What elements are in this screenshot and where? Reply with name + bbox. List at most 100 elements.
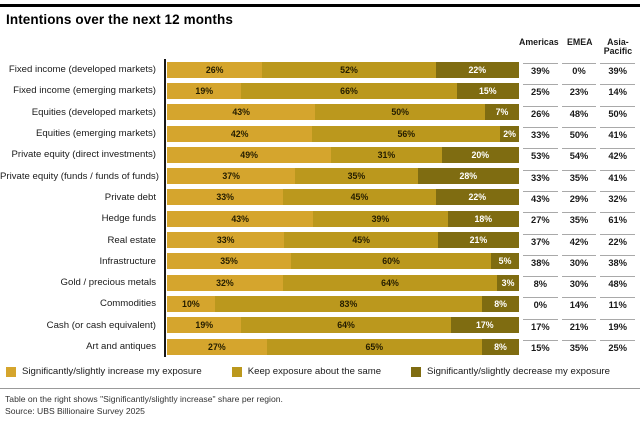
bar-segment: 19% (167, 317, 242, 334)
bar-segment: 42% (167, 125, 313, 142)
region-table-value: 25% (523, 84, 558, 97)
bar-segment: 3% (497, 274, 519, 291)
category-label: Art and antiques (86, 341, 156, 352)
bar-cell: 19% 64% 17% (164, 314, 519, 336)
region-table-row: 17% 21% 19% (519, 318, 636, 332)
chart-row: Infrastructure 35% 60% 5% 38% 30% 38% (0, 250, 640, 272)
stacked-bar: 33% 45% 21% (167, 232, 519, 249)
region-table-value: 35% (561, 340, 597, 353)
region-table-value: 42% (561, 233, 597, 247)
chart-row: Private debt 33% 45% 22% 43% 29% 32% (0, 186, 640, 209)
category-label: Fixed income (emerging markets) (13, 85, 156, 97)
bar-segment: 8% (481, 338, 519, 355)
region-table-value: 21% (561, 318, 597, 332)
region-table-value: 41% (600, 127, 636, 140)
chart-row: Private equity (direct investments) 49% 31… (0, 144, 640, 166)
region-table-row: 0% 14% 11% (519, 297, 636, 310)
chart-legend: Significantly/slightly increase my expos… (6, 366, 640, 377)
region-table-value: 23% (561, 84, 597, 97)
region-table-value: 42% (600, 148, 636, 161)
region-table-value: 33% (523, 169, 558, 183)
bar-segment: 35% (167, 253, 292, 270)
category-label: Private equity (funds / funds of funds) (0, 170, 159, 182)
region-table-value: 19% (600, 318, 636, 332)
stacked-bar: 43% 39% 18% (167, 210, 519, 227)
region-column-headers: Americas EMEA Asia-Pacific (519, 36, 635, 56)
category-label: Hedge funds (101, 213, 156, 225)
region-table-value: 11% (600, 297, 636, 310)
same-swatch-icon (231, 366, 242, 377)
bar-segment: 66% (241, 82, 457, 99)
region-table-row: 15% 35% 25% (519, 340, 636, 353)
legend-label: Significantly/slightly decrease my expos… (427, 366, 610, 378)
region-table-value: 53% (523, 148, 558, 161)
bar-cell: 33% 45% 21% (164, 229, 519, 251)
chart-row: Art and antiques 27% 65% 8% 15% 35% 25% (0, 335, 640, 358)
region-table-value: 25% (600, 340, 636, 353)
bar-segment: 10% (167, 295, 215, 312)
legend-label: Keep exposure about the same (247, 366, 382, 378)
bar-segment: 32% (167, 274, 283, 291)
region-column-header: Americas (519, 36, 559, 47)
legend-item-decrease: Significantly/slightly decrease my expos… (411, 366, 610, 377)
bar-segment: 28% (417, 168, 519, 185)
bar-segment: 21% (437, 232, 519, 249)
region-table-value: 39% (523, 63, 558, 76)
bar-segment: 31% (331, 146, 442, 163)
bar-segment: 56% (312, 125, 501, 142)
region-table-header: Americas EMEA Asia-Pacific (0, 29, 640, 59)
bar-segment: 19% (167, 82, 242, 99)
region-table-value: 30% (561, 276, 597, 289)
category-label: Real estate (107, 234, 156, 246)
region-table-row: 37% 42% 22% (519, 233, 636, 247)
category-label: Equities (emerging markets) (36, 128, 156, 140)
bar-cell: 49% 31% 20% (164, 144, 519, 166)
stacked-bar: 43% 50% 7% (167, 104, 519, 121)
region-table-row: 25% 23% 14% (519, 84, 636, 97)
region-table-value: 61% (600, 212, 636, 225)
region-table-row: 33% 35% 41% (519, 169, 636, 183)
bar-cell: 26% 52% 22% (164, 59, 519, 81)
footnote: Table on the right shows "Significantly/… (5, 394, 640, 417)
bar-segment: 50% (315, 104, 485, 121)
region-table-value: 38% (523, 254, 558, 268)
top-divider (0, 4, 640, 7)
region-table-value: 33% (523, 127, 558, 140)
bar-segment: 60% (291, 253, 492, 270)
category-label: Private debt (104, 191, 156, 203)
source-line: Source: UBS Billionaire Survey 2025 (5, 405, 145, 416)
bar-segment: 39% (313, 210, 448, 227)
bar-cell: 19% 66% 15% (164, 80, 519, 102)
region-table-row: 8% 30% 48% (519, 276, 636, 289)
bar-cell: 43% 39% 18% (164, 208, 519, 230)
region-table-row: 43% 29% 32% (519, 190, 636, 204)
region-table-value: 29% (561, 190, 597, 204)
region-table-row: 38% 30% 38% (519, 254, 636, 268)
bar-segment: 49% (167, 146, 332, 163)
region-table-row: 33% 50% 41% (519, 127, 636, 140)
bar-cell: 42% 56% 2% (164, 122, 519, 145)
stacked-bar: 19% 66% 15% (167, 82, 519, 99)
bar-cell: 32% 64% 3% (164, 271, 519, 294)
bar-segment: 5% (491, 253, 519, 270)
stacked-bar: 37% 35% 28% (167, 168, 519, 185)
bar-cell: 37% 35% 28% (164, 165, 519, 187)
region-table-value: 35% (561, 169, 597, 183)
bar-segment: 33% (167, 232, 285, 249)
stacked-bar: 42% 56% 2% (167, 125, 519, 142)
stacked-bar: 33% 45% 22% (167, 189, 519, 206)
region-table-row: 39% 0% 39% (519, 63, 636, 76)
region-column-header: EMEA (567, 36, 593, 47)
chart-row: Private equity (funds / funds of funds) 3… (0, 165, 640, 187)
bar-segment: 83% (214, 295, 483, 312)
region-table-value: 54% (561, 148, 597, 161)
chart-row: Fixed income (emerging markets) 19% 66% 15%… (0, 80, 640, 102)
bar-cell: 33% 45% 22% (164, 186, 519, 209)
region-table-value: 38% (600, 254, 636, 268)
stacked-bar: 19% 64% 17% (167, 317, 519, 334)
bar-segment: 45% (283, 189, 436, 206)
bar-segment: 22% (435, 61, 519, 78)
chart-title: Intentions over the next 12 months (6, 12, 233, 27)
category-label: Gold / precious metals (60, 277, 156, 289)
bar-segment: 22% (435, 189, 519, 206)
